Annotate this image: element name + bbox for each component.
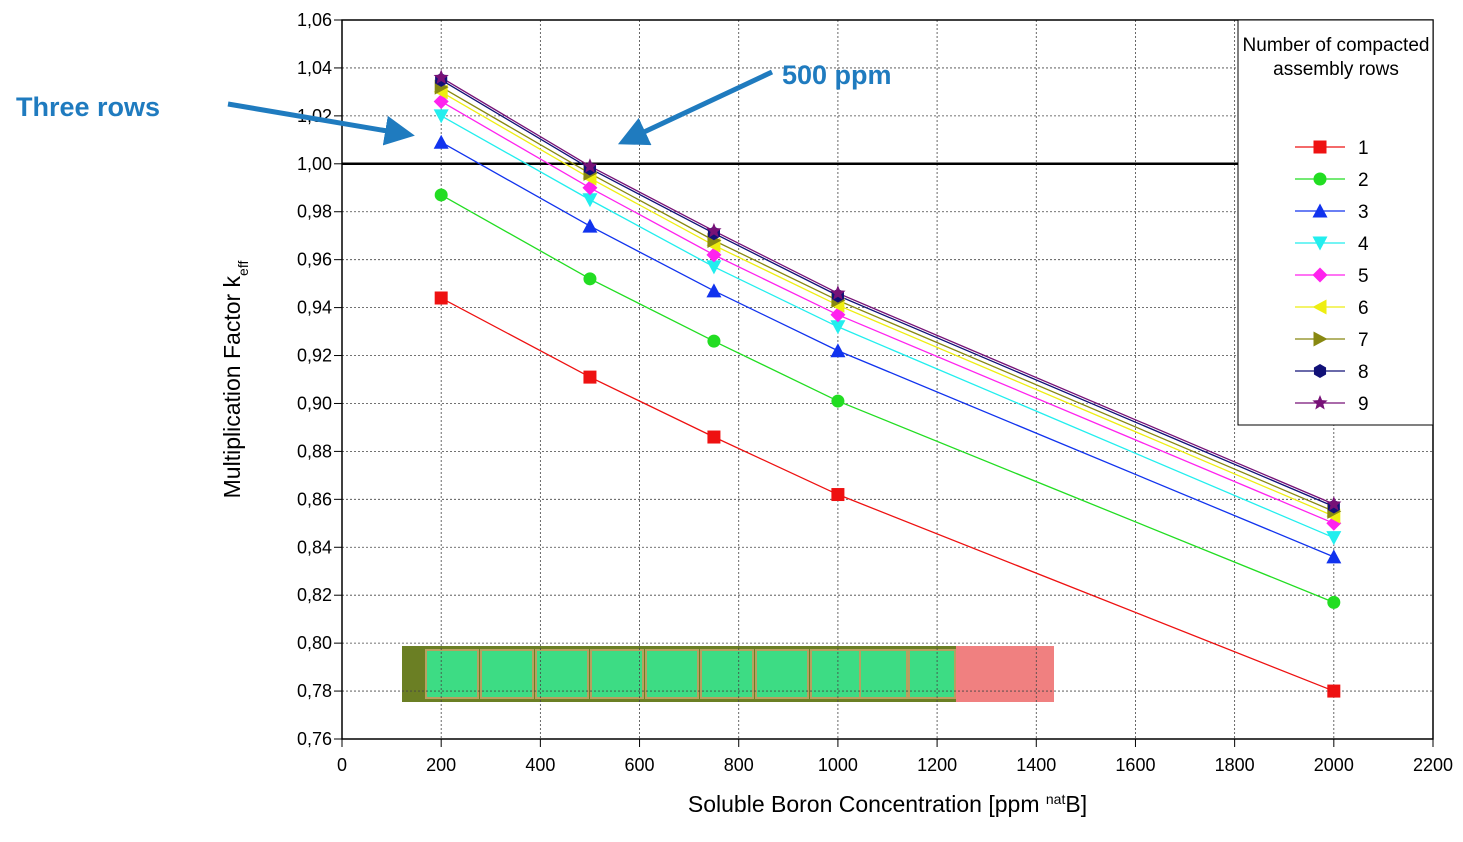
legend-label: 6	[1358, 298, 1369, 319]
marker	[433, 109, 449, 124]
series-line	[440, 76, 1335, 505]
y-axis-label-part: Multiplication Factor k	[219, 275, 245, 498]
marker	[706, 260, 722, 275]
marker	[583, 370, 597, 384]
x-tick-label: 1800	[1215, 755, 1255, 775]
x-tick-label: 0	[337, 755, 347, 775]
legend-label: 3	[1358, 202, 1369, 223]
series-line	[440, 79, 1335, 508]
y-tick-label: 0,88	[297, 441, 332, 461]
y-tick-label: 0,82	[297, 585, 332, 605]
marker	[1312, 395, 1328, 410]
annotation-arrow	[617, 69, 774, 146]
marker	[707, 334, 721, 348]
series-line	[440, 297, 1335, 692]
legend-label: 4	[1358, 234, 1369, 255]
marker	[582, 158, 598, 173]
legend-label: 1	[1358, 138, 1369, 159]
marker	[1327, 684, 1341, 698]
x-tick-label: 800	[724, 755, 754, 775]
marker	[706, 222, 722, 238]
annotation: Three rows	[16, 92, 160, 122]
marker	[830, 343, 846, 358]
legend-label: 9	[1358, 394, 1369, 415]
x-tick-label: 1000	[818, 755, 858, 775]
marker	[1313, 140, 1327, 154]
marker	[831, 394, 845, 408]
legend-label: 8	[1358, 362, 1369, 383]
x-axis-label-part: Soluble Boron Concentration [ppm	[688, 791, 1046, 817]
marker	[583, 272, 597, 286]
x-tick-label: 400	[525, 755, 555, 775]
x-tick-label: 2000	[1314, 755, 1354, 775]
legend-label: 7	[1358, 330, 1369, 351]
marker	[1313, 364, 1327, 378]
marker	[1327, 595, 1341, 609]
x-axis-label-part: nat	[1046, 791, 1066, 807]
legend-title: Number of compacted assembly rows	[1242, 35, 1430, 80]
marker	[1312, 236, 1328, 251]
marker	[707, 430, 721, 444]
marker	[831, 488, 845, 502]
y-tick-label: 1,06	[297, 10, 332, 30]
annotation: 500 ppm	[782, 60, 892, 90]
y-tick-label: 1,04	[297, 58, 332, 78]
marker	[1326, 549, 1342, 564]
annotation-arrow	[227, 101, 415, 146]
marker	[830, 320, 846, 335]
y-tick-label: 1,00	[297, 154, 332, 174]
series-line	[440, 91, 1335, 517]
marker	[582, 193, 598, 208]
marker	[1326, 531, 1342, 546]
marker	[433, 134, 449, 149]
marker	[434, 188, 448, 202]
marker	[1312, 267, 1328, 283]
y-tick-label: 0,76	[297, 729, 332, 749]
marker	[1326, 496, 1342, 511]
series-line	[440, 141, 1335, 558]
x-tick-label: 1600	[1115, 755, 1155, 775]
legend-label: 5	[1358, 266, 1369, 287]
y-axis-label: Multiplication Factor keff	[219, 261, 251, 499]
legend-label: 2	[1358, 170, 1369, 191]
y-tick-label: 0,96	[297, 250, 332, 270]
y-tick-label: 0,92	[297, 346, 332, 366]
legend-box	[1237, 19, 1434, 426]
y-axis-label-part: eff	[235, 261, 251, 276]
x-tick-label: 2200	[1413, 755, 1453, 775]
marker	[706, 283, 722, 298]
marker	[434, 291, 448, 305]
marker	[1313, 331, 1328, 347]
x-tick-label: 1400	[1016, 755, 1056, 775]
x-tick-label: 1200	[917, 755, 957, 775]
x-axis-label: Soluble Boron Concentration [ppm natB]	[688, 791, 1087, 817]
marker	[1312, 203, 1328, 218]
marker	[830, 285, 846, 300]
marker	[1313, 172, 1327, 186]
y-tick-label: 0,78	[297, 681, 332, 701]
marker	[1312, 299, 1327, 315]
y-tick-label: 0,90	[297, 393, 332, 413]
series-line	[440, 194, 1335, 603]
x-axis-label-part: B]	[1065, 791, 1087, 817]
y-tick-label: 0,84	[297, 537, 332, 557]
y-tick-label: 0,94	[297, 298, 332, 318]
y-tick-label: 0,80	[297, 633, 332, 653]
assembly-image	[402, 646, 1054, 702]
x-tick-label: 200	[426, 755, 456, 775]
y-tick-label: 0,98	[297, 202, 332, 222]
marker	[433, 69, 449, 84]
marker	[582, 218, 598, 233]
x-tick-label: 600	[625, 755, 655, 775]
y-tick-label: 0,86	[297, 489, 332, 509]
